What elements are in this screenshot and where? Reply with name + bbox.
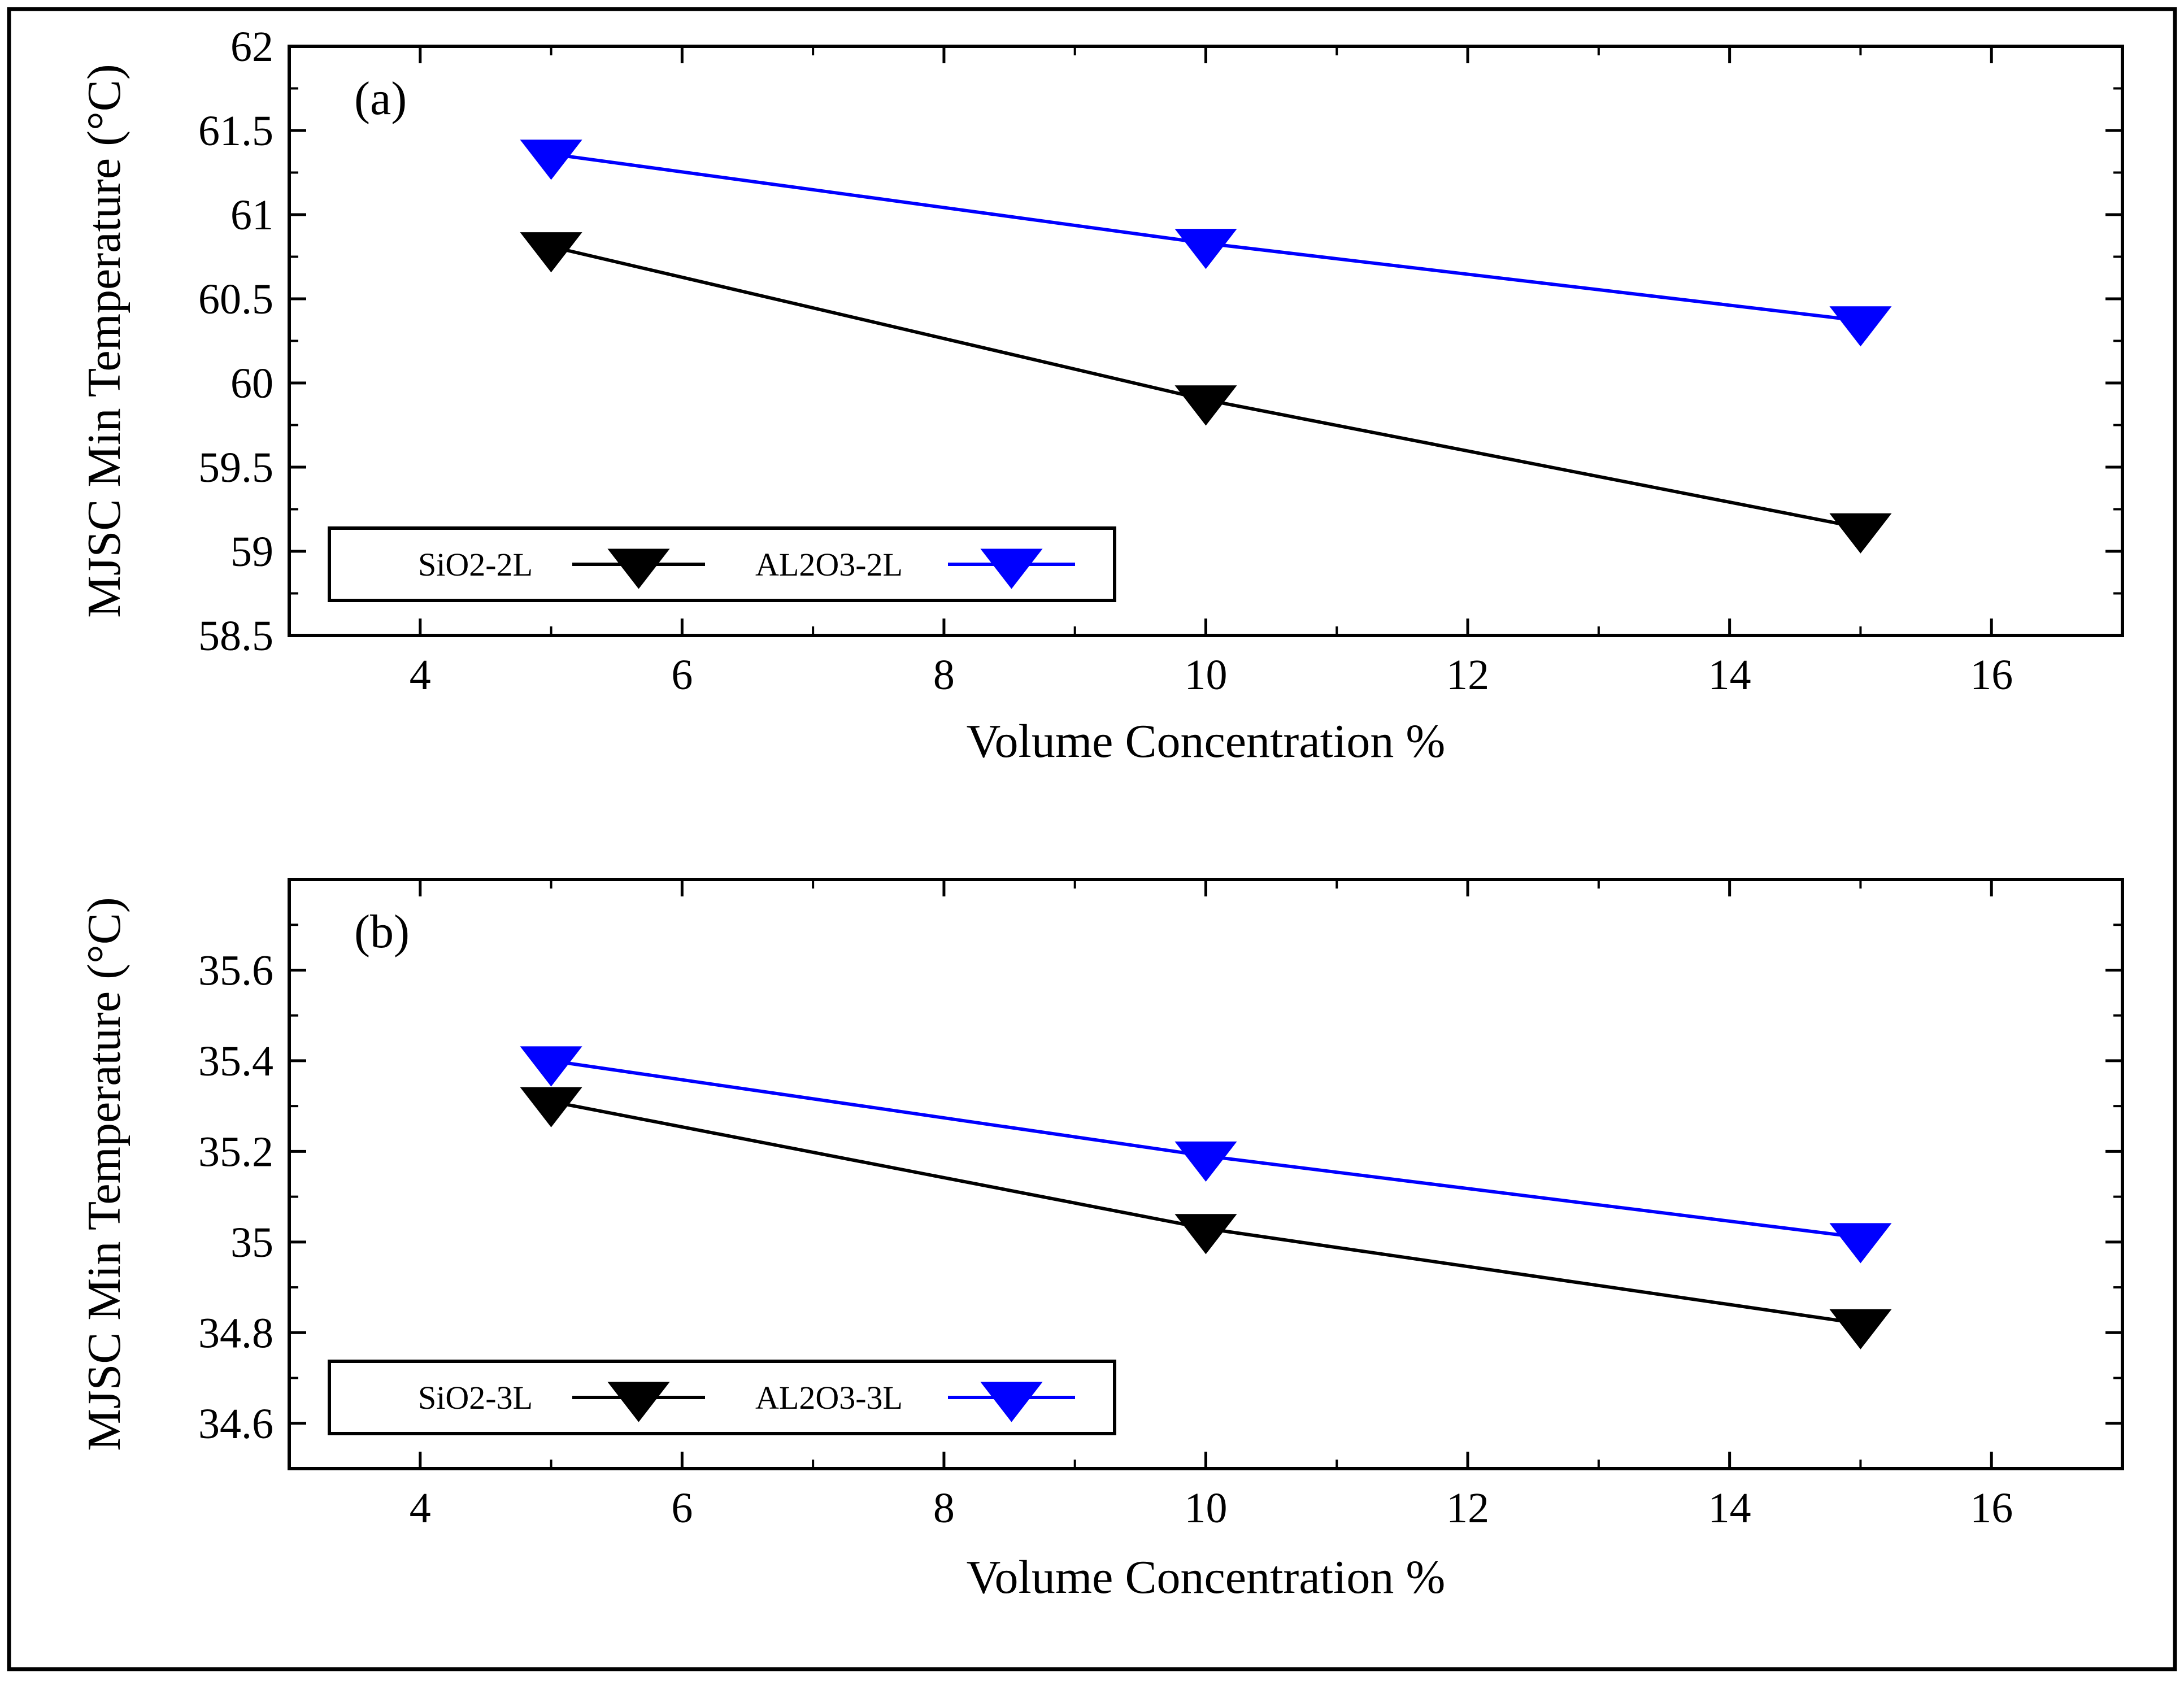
- data-point-marker: [1829, 513, 1892, 554]
- y-tick-label: 35: [230, 1219, 273, 1266]
- y-tick-label: 34.6: [198, 1400, 273, 1448]
- panel-label: (b): [354, 905, 410, 958]
- series-sio2-2l: [520, 232, 1892, 554]
- data-point-marker: [1829, 1309, 1892, 1349]
- legend-marker: [980, 548, 1043, 589]
- x-tick-label: 6: [671, 651, 693, 699]
- legend-entry-sio2-2l: SiO2-2L: [418, 546, 705, 589]
- x-tick-label: 8: [933, 1484, 955, 1532]
- data-point-marker: [1174, 1141, 1237, 1182]
- data-point-marker: [1829, 1223, 1892, 1264]
- data-point-marker: [1174, 385, 1237, 426]
- x-tick-label: 10: [1185, 1484, 1228, 1532]
- chart-panel-a: 4 6 8 10 12 14 16 58.5 59 59.5 60 60.5 61 61.5 62 Volum…: [78, 23, 2124, 768]
- chart-panel-b: 4 6 8 10 12 14 16 34.6 34.8 35 35.2 35.4 35.6 Volume …: [78, 878, 2124, 1604]
- y-tick-label: 59: [230, 528, 273, 576]
- y-tick-label: 35.2: [198, 1128, 273, 1175]
- y-tick-label: 61: [230, 191, 273, 239]
- x-tick-label: 8: [933, 651, 955, 699]
- x-tick-label: 6: [671, 1484, 693, 1532]
- data-point-marker: [520, 232, 582, 273]
- y-tick-label: 35.4: [198, 1038, 273, 1085]
- x-tick-label: 16: [1970, 1484, 2013, 1532]
- data-point-marker: [520, 140, 582, 180]
- data-point-marker: [1174, 1214, 1237, 1255]
- x-tick-label: 4: [410, 651, 431, 699]
- x-axis-title: Volume Concentration %: [967, 715, 1446, 768]
- x-tick-label: 12: [1446, 1484, 1489, 1532]
- x-axis-title: Volume Concentration %: [967, 1551, 1446, 1604]
- x-tick-label: 14: [1708, 651, 1751, 699]
- legend-entry-al2o3-2l: AL2O3-2L: [755, 546, 1075, 589]
- y-tick-label: 61.5: [198, 107, 273, 155]
- y-tick-label: 60.5: [198, 276, 273, 323]
- panel-label: (a): [354, 72, 407, 125]
- legend: SiO2-2L AL2O3-2L: [328, 526, 1116, 602]
- legend-marker: [607, 1382, 670, 1422]
- x-tick-label: 14: [1708, 1484, 1751, 1532]
- legend-marker: [607, 548, 670, 589]
- legend-entry-sio2-3l: SiO2-3L: [418, 1379, 705, 1422]
- legend-marker: [980, 1382, 1043, 1422]
- x-tick-label: 10: [1185, 651, 1228, 699]
- legend-label: SiO2-3L: [418, 1379, 533, 1416]
- series-al2o3-2l: [520, 140, 1892, 347]
- y-axis-title: MJSC Min Temperature (°C): [78, 64, 130, 617]
- series-al2o3-3l: [520, 1046, 1892, 1264]
- y-tick-label: 58.5: [198, 612, 273, 660]
- legend-entry-al2o3-3l: AL2O3-3L: [755, 1379, 1075, 1422]
- legend-label: AL2O3-3L: [755, 1379, 903, 1416]
- data-point-marker: [520, 1046, 582, 1087]
- series-sio2-3l: [520, 1087, 1892, 1349]
- legend: SiO2-3L AL2O3-3L: [328, 1360, 1116, 1435]
- legend-label: SiO2-2L: [418, 546, 533, 583]
- y-tick-label: 59.5: [198, 444, 273, 491]
- x-tick-label: 4: [410, 1484, 431, 1532]
- x-tick-label: 12: [1446, 651, 1489, 699]
- y-tick-label: 62: [230, 23, 273, 71]
- data-point-marker: [1829, 306, 1892, 347]
- figure-border: [7, 7, 2177, 1671]
- y-tick-label: 34.8: [198, 1309, 273, 1357]
- y-axis-title: MJSC Min Temperature (°C): [78, 897, 130, 1451]
- y-tick-label: 35.6: [198, 947, 273, 994]
- x-tick-label: 16: [1970, 651, 2013, 699]
- y-tick-label: 60: [230, 360, 273, 407]
- legend-label: AL2O3-2L: [755, 546, 903, 583]
- data-point-marker: [520, 1087, 582, 1127]
- data-point-marker: [1174, 229, 1237, 269]
